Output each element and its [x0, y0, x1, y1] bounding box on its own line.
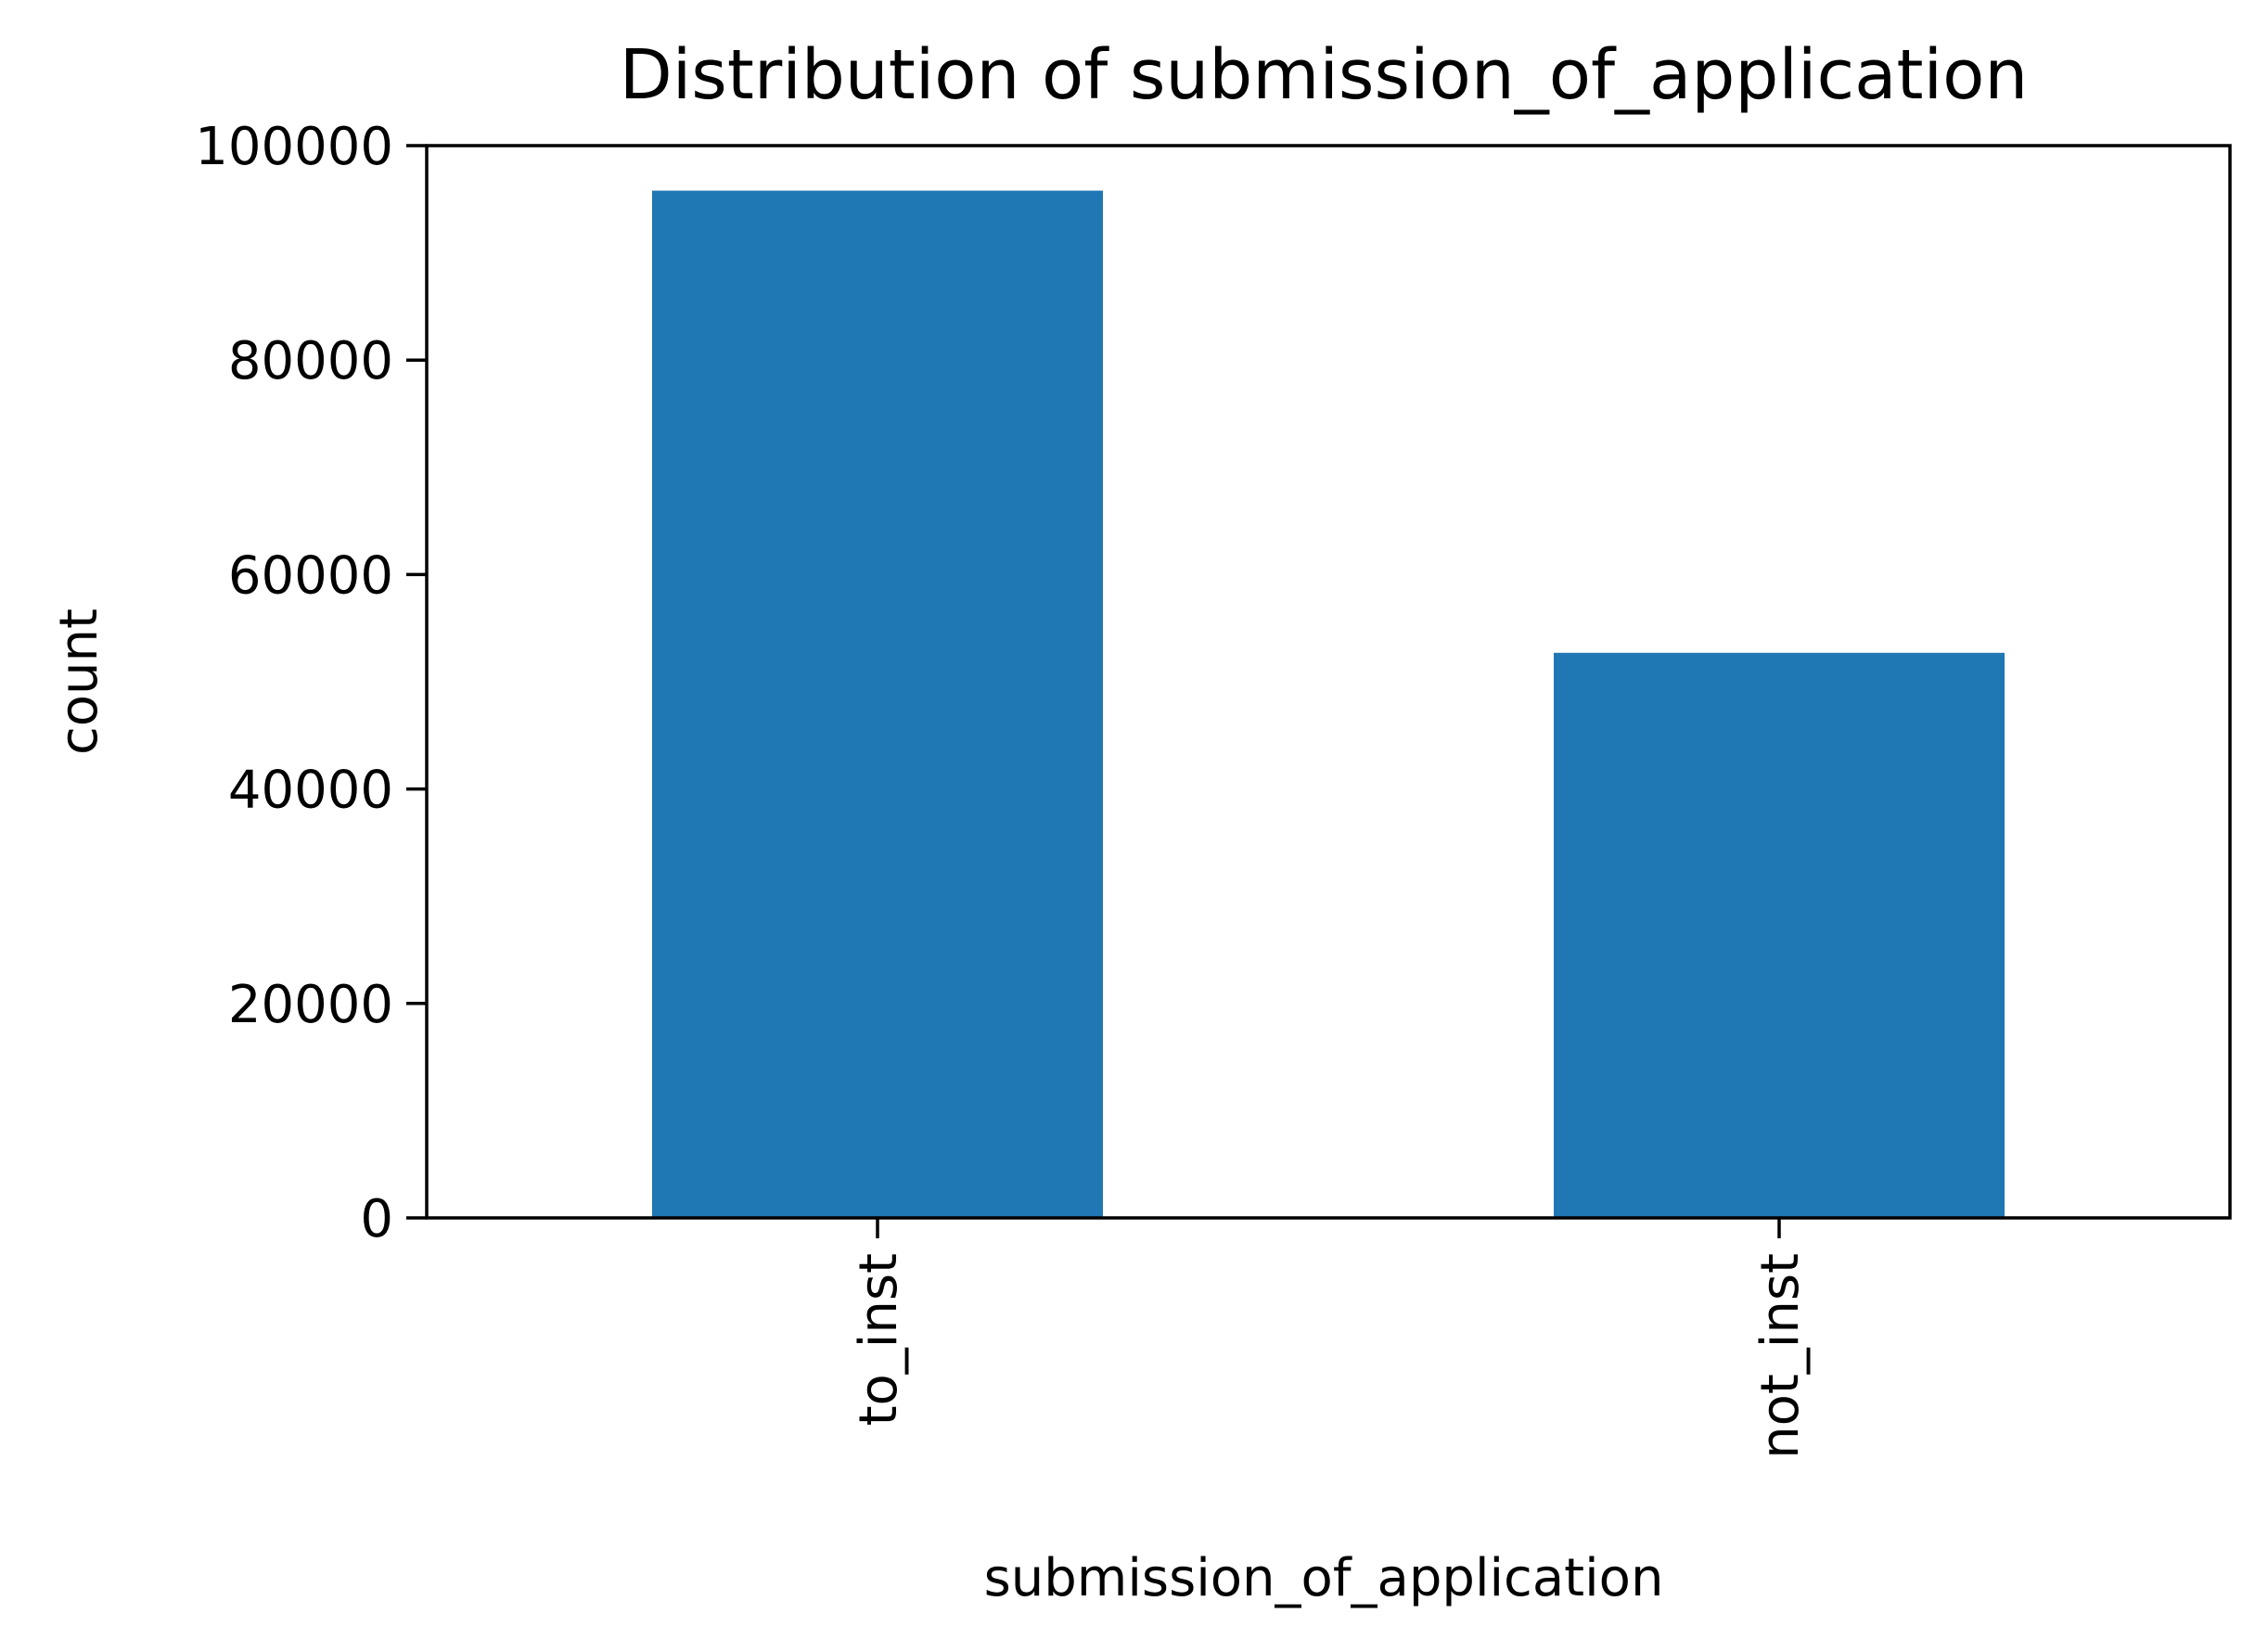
bars-group	[652, 190, 2005, 1218]
x-axis-label: submission_of_application	[984, 1548, 1664, 1608]
y-tick-label: 40000	[228, 761, 393, 821]
y-axis-label: count	[49, 608, 109, 755]
bar-to_inst	[652, 190, 1103, 1218]
x-tick-label: to_inst	[849, 1253, 909, 1426]
plot-frame	[425, 144, 2232, 1220]
y-tick-label: 100000	[195, 117, 393, 177]
y-tick-label: 80000	[228, 331, 393, 391]
y-axis-ticks: 0 20000 40000 60000 80000 100000	[195, 117, 427, 1249]
chart-title: Distribution of submission_of_applicatio…	[620, 35, 2029, 115]
y-tick-label: 0	[360, 1189, 393, 1249]
bar-not_inst	[1554, 652, 2005, 1218]
x-tick-label: not_inst	[1750, 1253, 1811, 1459]
y-tick-label: 60000	[228, 545, 393, 606]
y-tick-label: 20000	[228, 975, 393, 1035]
x-axis-ticks: to_inst not_inst	[849, 1218, 1811, 1459]
